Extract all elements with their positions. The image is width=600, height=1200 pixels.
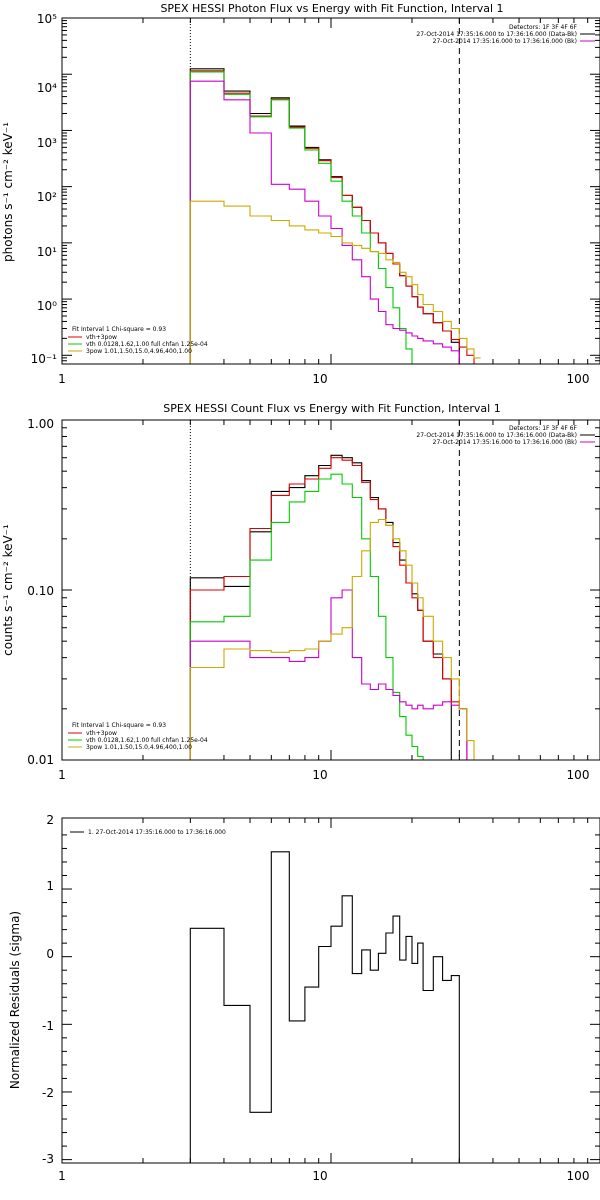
- count-series-1: [189, 457, 468, 760]
- count-legend-bk: 27-Oct-2014 17:35:16.000 to 17:36:16.000…: [433, 439, 577, 446]
- residuals-y-tick-label: 0: [46, 947, 54, 961]
- photon-y-tick-label: 10³: [37, 136, 57, 150]
- photon-y-tick-label: 10¹: [37, 245, 57, 259]
- photon-series-2: [189, 71, 413, 364]
- count-series-0: [189, 454, 452, 760]
- count-y-axis-label-text: counts s⁻¹ cm⁻² keV⁻¹: [1, 524, 15, 656]
- photon-plot-frame: [61, 17, 600, 365]
- residuals-y-tick-label: -2: [42, 1086, 54, 1100]
- residuals-legend: 1. 27-Oct-2014 17:35:16.000 to 17:36:16.…: [70, 829, 226, 836]
- count-x-tick-label: 100: [567, 768, 590, 782]
- photon-series-1: [189, 70, 481, 365]
- photon-y-tick-label: 10⁰: [37, 299, 57, 313]
- residuals-y-tick-label: -3: [42, 1152, 54, 1166]
- residuals-series-0: [189, 851, 460, 1163]
- photon-y-tick-label: 10²: [37, 190, 57, 204]
- residuals-plot-area: [61, 818, 600, 1163]
- count-flux-panel: SPEX HESSI Count Flux vs Energy with Fit…: [1, 402, 600, 782]
- residuals-y-axis-label: Normalized Residuals (sigma): [8, 911, 22, 1089]
- photon-y-tick-label: 10⁵: [37, 12, 57, 26]
- count-legend-bottom-left: Fit Interval 1 Chi-square = 0.93 vth+3po…: [68, 722, 208, 751]
- photon-legend-data-bk: 27-Oct-2014 17:35:16.000 to 17:36:16.000…: [416, 31, 577, 38]
- count-plot-frame: [61, 419, 600, 761]
- residuals-x-tick-label: 100: [567, 1169, 590, 1183]
- residuals-x-tick-label: 10: [312, 1169, 327, 1183]
- photon-y-axis-label: photons s⁻¹ cm⁻² keV⁻¹: [1, 122, 15, 262]
- photon-series-3: [189, 80, 460, 364]
- photon-x-tick-label: 100: [567, 372, 590, 386]
- photon-chart-title: SPEX HESSI Photon Flux vs Energy with Fi…: [160, 2, 503, 15]
- count-legend-total: vth+3pow: [86, 730, 117, 737]
- count-series-2: [189, 473, 434, 761]
- residuals-plot-frame: [61, 817, 600, 1164]
- count-plot-area: [61, 419, 600, 761]
- photon-series-4: [189, 200, 481, 364]
- count-y-tick-label: 0.10: [27, 584, 54, 598]
- photon-y-tick-label: 10⁻¹: [31, 352, 58, 366]
- count-y-axis-label: counts s⁻¹ cm⁻² keV⁻¹: [1, 524, 15, 656]
- count-y-tick-label: 1.00: [27, 417, 54, 431]
- count-x-tick-label: 1: [58, 768, 66, 782]
- photon-legend-3pow: 3pow 1.01,1.50,15.0,4.96,400,1.00: [86, 348, 192, 355]
- count-y-tick-label: 0.01: [27, 753, 54, 767]
- count-series-4: [189, 518, 481, 761]
- count-legend-top-right: Detectors: 1F 3F 4F 6F 27-Oct-2014 17:35…: [416, 425, 595, 446]
- count-legend-vth: vth 0.0128,1.62,1.00 full chfan 1.25e-04: [86, 737, 208, 744]
- count-legend-data-bk: 27-Oct-2014 17:35:16.000 to 17:36:16.000…: [416, 432, 577, 439]
- residuals-y-tick-label: 2: [46, 813, 54, 827]
- photon-x-tick-label: 1: [58, 372, 66, 386]
- photon-y-axis-label-text: photons s⁻¹ cm⁻² keV⁻¹: [1, 122, 15, 262]
- count-series-3: [189, 589, 468, 760]
- photon-y-tick-label: 10⁴: [37, 81, 57, 95]
- photon-legend-total: vth+3pow: [86, 334, 117, 341]
- photon-legend-detectors: Detectors: 1F 3F 4F 6F: [509, 24, 578, 31]
- residuals-x-tick-label: 1: [58, 1169, 66, 1183]
- photon-flux-panel: SPEX HESSI Photon Flux vs Energy with Fi…: [1, 2, 600, 386]
- photon-legend-fit: Fit Interval 1 Chi-square = 0.93: [72, 326, 166, 333]
- photon-legend-bk: 27-Oct-2014 17:35:16.000 to 17:36:16.000…: [433, 38, 577, 45]
- count-x-tick-label: 10: [312, 768, 327, 782]
- residuals-panel: Normalized Residuals (sigma) 1 10 100 -3…: [8, 813, 600, 1183]
- residuals-y-tick-label: -1: [42, 1019, 54, 1033]
- photon-legend-bottom-left: Fit Interval 1 Chi-square = 0.93 vth+3po…: [68, 326, 208, 355]
- photon-plot-area: [61, 17, 600, 365]
- residuals-y-tick-label: 1: [46, 879, 54, 893]
- photon-legend-vth: vth 0.0128,1.62,1.00 full chfan 1.25e-04: [86, 341, 208, 348]
- count-legend-fit: Fit Interval 1 Chi-square = 0.93: [72, 722, 166, 729]
- count-legend-detectors: Detectors: 1F 3F 4F 6F: [509, 425, 578, 432]
- residuals-y-axis-label-text: Normalized Residuals (sigma): [8, 911, 22, 1089]
- count-chart-title: SPEX HESSI Count Flux vs Energy with Fit…: [163, 402, 500, 415]
- residuals-legend-text: 1. 27-Oct-2014 17:35:16.000 to 17:36:16.…: [88, 829, 226, 836]
- photon-legend-top-right: Detectors: 1F 3F 4F 6F 27-Oct-2014 17:35…: [416, 24, 595, 45]
- photon-x-tick-label: 10: [312, 372, 327, 386]
- count-legend-3pow: 3pow 1.01,1.50,15.0,4.96,400,1.00: [86, 744, 192, 751]
